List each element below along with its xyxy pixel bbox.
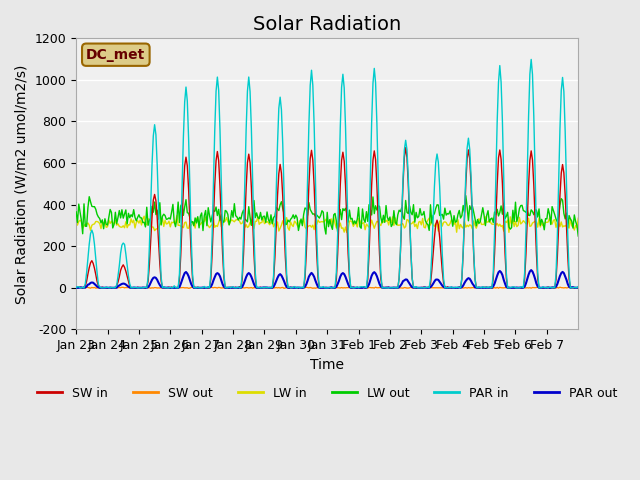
LW out — [421, 217, 429, 223]
SW in — [575, 285, 582, 291]
SW in — [408, 276, 416, 282]
SW out — [116, 285, 124, 291]
LW out — [116, 215, 124, 221]
PAR out — [527, 267, 535, 273]
PAR in — [279, 141, 287, 147]
Line: LW out: LW out — [76, 196, 579, 236]
LW in — [72, 218, 80, 224]
LW in — [116, 224, 124, 230]
PAR out — [406, 281, 413, 287]
LW in — [408, 220, 416, 226]
SW out — [194, 284, 202, 290]
X-axis label: Time: Time — [310, 358, 344, 372]
Legend: SW in, SW out, LW in, LW out, PAR in, PAR out: SW in, SW out, LW in, LW out, PAR in, PA… — [33, 382, 622, 405]
PAR out — [116, 282, 124, 288]
SW out — [407, 285, 415, 290]
Title: Solar Radiation: Solar Radiation — [253, 15, 401, 34]
Y-axis label: Solar Radiation (W/m2 umol/m2/s): Solar Radiation (W/m2 umol/m2/s) — [15, 64, 29, 303]
SW in — [424, 285, 432, 290]
LW out — [338, 217, 346, 223]
SW out — [575, 285, 582, 290]
LW out — [462, 193, 470, 199]
LW out — [84, 205, 92, 211]
SW in — [339, 149, 347, 155]
LW in — [173, 213, 180, 218]
SW in — [118, 264, 125, 270]
LW in — [575, 216, 582, 221]
PAR in — [575, 284, 582, 289]
PAR in — [84, 255, 92, 261]
Line: SW in: SW in — [76, 148, 579, 288]
PAR out — [279, 275, 287, 281]
PAR out — [72, 285, 80, 291]
SW in — [74, 285, 81, 291]
LW in — [343, 229, 351, 235]
PAR in — [421, 285, 429, 290]
PAR in — [338, 84, 346, 90]
SW out — [72, 285, 80, 290]
Line: PAR out: PAR out — [76, 270, 579, 288]
LW in — [280, 222, 288, 228]
Line: LW in: LW in — [76, 216, 579, 232]
SW in — [72, 285, 80, 290]
SW out — [280, 286, 288, 291]
SW in — [85, 265, 93, 271]
SW in — [402, 145, 410, 151]
LW out — [72, 209, 80, 215]
PAR in — [116, 250, 124, 256]
SW in — [280, 223, 288, 229]
PAR in — [72, 285, 80, 291]
PAR out — [338, 271, 346, 277]
SW out — [424, 284, 432, 290]
PAR in — [406, 212, 413, 217]
LW out — [406, 203, 413, 209]
PAR out — [421, 285, 429, 290]
SW out — [84, 285, 92, 290]
SW out — [413, 286, 421, 291]
Text: DC_met: DC_met — [86, 48, 145, 62]
PAR in — [527, 57, 535, 62]
LW in — [424, 217, 432, 223]
PAR out — [575, 285, 582, 290]
PAR out — [84, 282, 92, 288]
LW out — [575, 233, 582, 239]
LW out — [279, 205, 287, 211]
Line: PAR in: PAR in — [76, 60, 579, 288]
LW in — [339, 225, 347, 231]
LW in — [84, 220, 92, 226]
SW out — [339, 285, 347, 291]
Line: SW out: SW out — [76, 287, 579, 288]
